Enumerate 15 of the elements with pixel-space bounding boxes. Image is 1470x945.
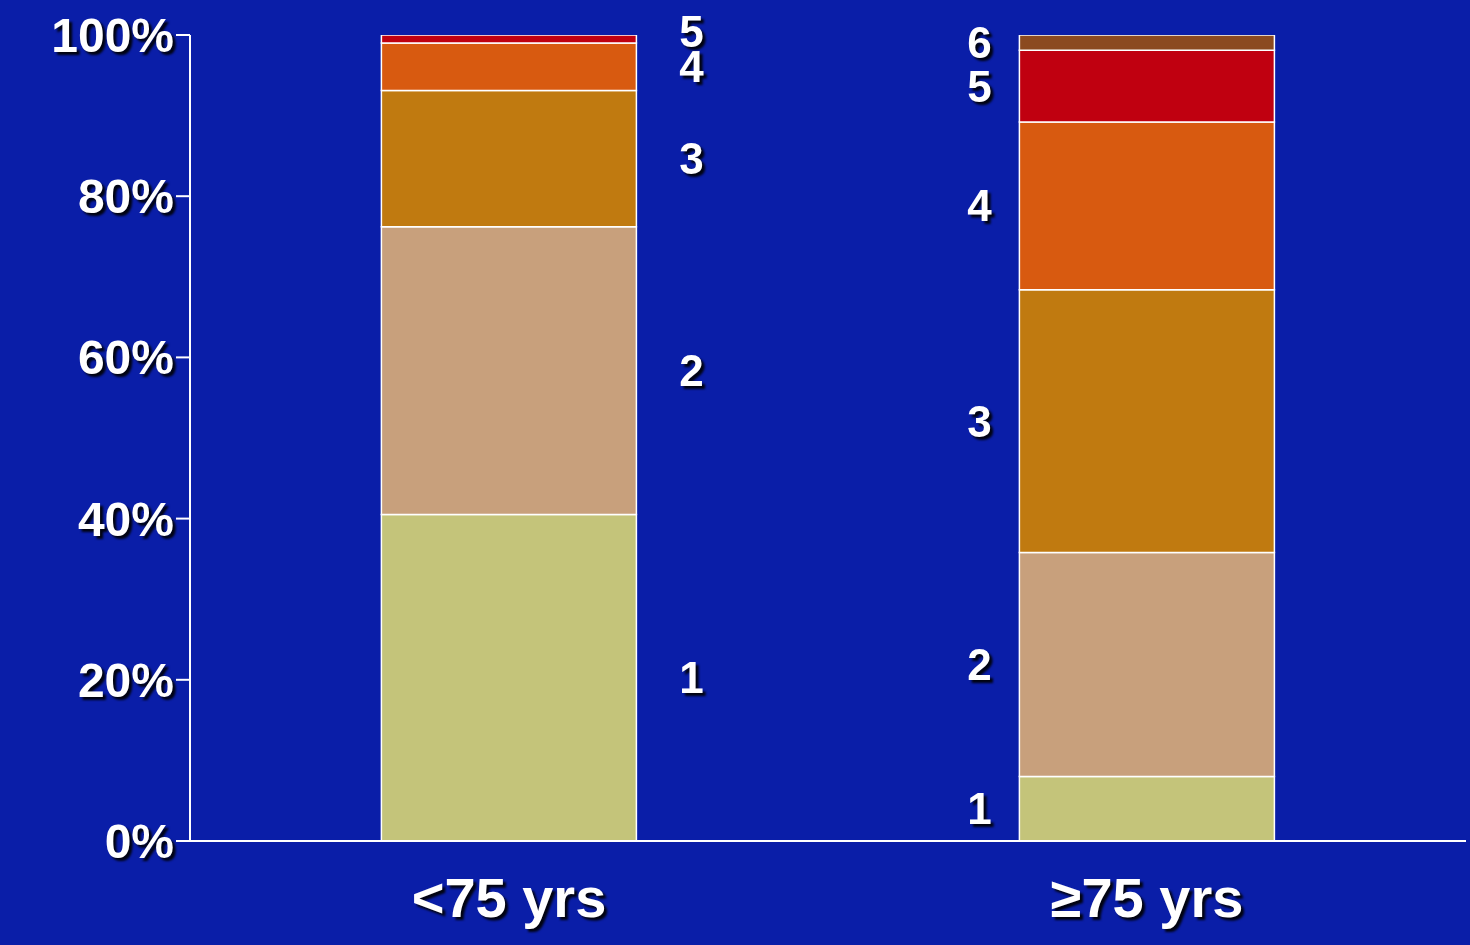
y-tick-label: 80% (77, 170, 174, 224)
series-label: 4 (967, 181, 993, 231)
series-label: 3 (967, 396, 992, 446)
series-label: 1 (967, 784, 992, 834)
x-tick-label: ≥75 yrs (1050, 865, 1244, 929)
text: 3 (679, 134, 704, 184)
y-tick-label: 0% (104, 815, 174, 869)
series-label: 2 (967, 639, 992, 689)
y-tick-label: 100% (51, 9, 174, 63)
x-tick-label: <75 yrs (411, 865, 607, 929)
y-tick-label: 60% (77, 331, 174, 385)
text: 2 (679, 346, 704, 396)
text: 1 (679, 653, 704, 703)
y-tick-label: 40% (77, 492, 174, 546)
y-tick-label: 20% (77, 653, 174, 707)
